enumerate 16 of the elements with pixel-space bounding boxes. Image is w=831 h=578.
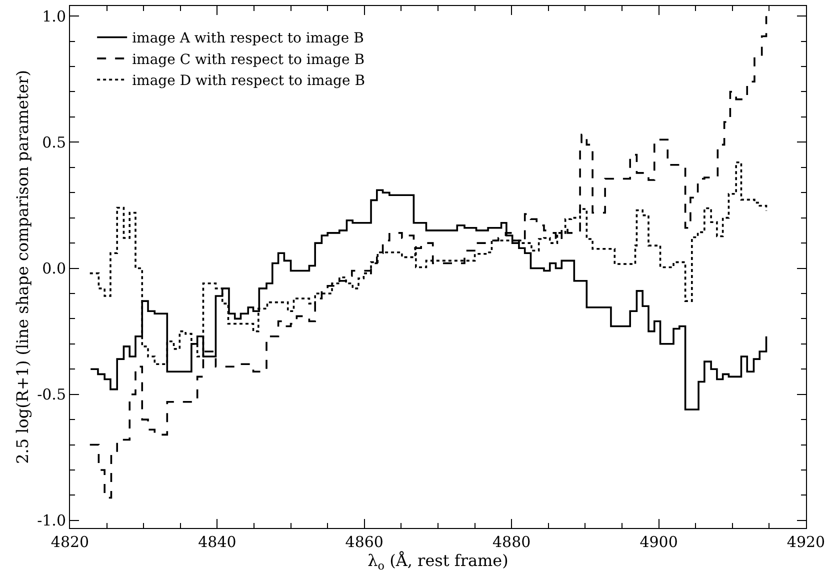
x-tick-label: 4900 [640, 533, 678, 551]
x-tick-label: 4820 [50, 533, 90, 551]
y-tick-label: 0.5 [42, 133, 66, 152]
y-tick-label: 0.0 [42, 260, 66, 278]
legend-label: image C with respect to image B [132, 52, 365, 68]
y-tick-label: -0.5 [37, 386, 66, 404]
x-tick-label: 4860 [345, 533, 384, 551]
x-tick-label: 4920 [786, 533, 826, 551]
legend-label: image D with respect to image B [132, 73, 366, 90]
x-tick-label: 4880 [492, 533, 531, 551]
x-tick-label: 4840 [198, 533, 236, 551]
y-axis-title: 2.5 log(R+1) (line shape comparison parameter) [12, 70, 32, 464]
y-tick-label: -1.0 [37, 512, 66, 530]
legend-label: image A with respect to image B [132, 30, 364, 47]
x-axis-title: λ$_{o}$ (Å, rest frame) [368, 551, 508, 572]
y-tick-label: 1.0 [42, 7, 66, 26]
